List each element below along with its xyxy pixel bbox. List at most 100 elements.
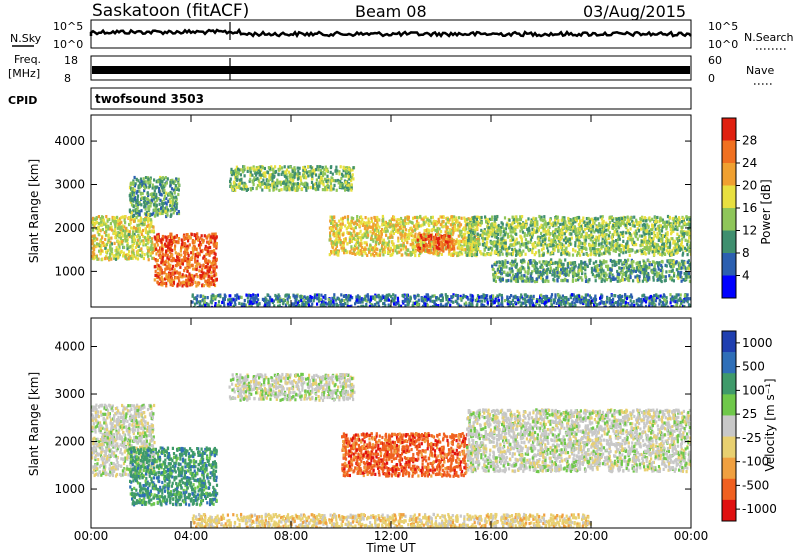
power-cell xyxy=(521,222,525,226)
power-cell xyxy=(557,249,560,253)
power-cell xyxy=(362,223,365,227)
power-cell xyxy=(449,232,452,236)
power-cell xyxy=(512,227,515,231)
power-cell xyxy=(234,188,237,192)
power-cell xyxy=(133,225,136,229)
power-cell xyxy=(405,247,408,251)
power-cell xyxy=(92,216,95,220)
power-cell xyxy=(399,233,403,237)
power-cell xyxy=(532,246,535,250)
power-cell xyxy=(138,185,141,190)
power-cell xyxy=(635,218,638,222)
power-cell xyxy=(373,249,376,253)
power-cell xyxy=(581,242,584,246)
power-cell xyxy=(656,243,659,247)
power-cell xyxy=(207,282,210,286)
power-cell xyxy=(504,232,507,236)
power-cell xyxy=(158,208,161,212)
power-cell xyxy=(488,217,491,221)
nsky-tick-bottom: 10^0 xyxy=(53,38,83,51)
power-cell xyxy=(437,253,440,257)
power-cell xyxy=(559,222,562,226)
power-cell xyxy=(373,230,376,235)
power-cell xyxy=(374,245,377,249)
power-cell xyxy=(303,184,306,189)
power-cell xyxy=(508,273,511,277)
power-cell xyxy=(132,193,135,197)
power-cell xyxy=(515,253,518,257)
power-cell xyxy=(380,235,383,239)
power-cell xyxy=(118,246,121,250)
power-cell xyxy=(395,228,398,232)
power-cell xyxy=(434,240,437,244)
power-cell xyxy=(357,247,360,251)
power-cell xyxy=(137,248,140,253)
power-cell xyxy=(361,217,364,222)
power-cell xyxy=(535,229,538,233)
nsky-line xyxy=(89,27,692,39)
power-cell xyxy=(111,215,114,220)
power-cell xyxy=(127,233,130,237)
power-cell xyxy=(238,168,241,172)
power-cell xyxy=(558,243,561,247)
power-cell xyxy=(444,240,447,244)
power-cell xyxy=(230,170,233,174)
power-cell xyxy=(578,227,581,232)
power-cell xyxy=(138,189,141,193)
power-cell xyxy=(572,221,575,225)
power-cell xyxy=(677,221,680,225)
power-cell xyxy=(303,167,307,171)
power-cell xyxy=(374,243,377,247)
power-cell xyxy=(151,256,154,260)
power-cell xyxy=(166,208,170,212)
power-cell xyxy=(331,220,335,225)
power-cell xyxy=(600,279,603,283)
power-cell xyxy=(684,238,687,242)
power-cell xyxy=(326,184,329,188)
power-cell xyxy=(671,227,674,231)
power-cell xyxy=(210,270,213,275)
power-cell xyxy=(495,231,498,235)
power-cell xyxy=(496,245,499,249)
power-cell xyxy=(430,236,433,240)
power-cell xyxy=(463,219,467,223)
power-cell xyxy=(520,236,523,240)
power-cell xyxy=(135,198,138,202)
power-cell xyxy=(417,245,420,249)
power-cell xyxy=(527,247,530,251)
power-cell xyxy=(546,246,549,250)
power-cell xyxy=(577,230,580,234)
power-cell xyxy=(178,271,181,275)
power-cell xyxy=(235,185,238,189)
power-cell xyxy=(125,235,128,239)
power-cell xyxy=(319,168,322,173)
power-cell xyxy=(154,207,157,211)
power-cell xyxy=(388,225,391,229)
power-cell xyxy=(171,204,174,208)
power-cell xyxy=(367,233,370,237)
power-cell xyxy=(384,228,387,232)
power-cell xyxy=(199,236,202,240)
power-cell xyxy=(143,223,146,227)
power-cell xyxy=(495,240,498,244)
power-cell xyxy=(433,245,436,249)
power-cell xyxy=(360,242,363,246)
power-cell xyxy=(409,250,412,254)
power-cell xyxy=(130,235,133,239)
power-cell xyxy=(681,237,684,241)
power-cell xyxy=(91,250,94,254)
power-cell xyxy=(439,215,442,219)
power-cell xyxy=(611,226,614,230)
power-cell xyxy=(93,244,96,248)
power-cell xyxy=(97,221,101,226)
power-cell xyxy=(166,256,169,260)
power-cell xyxy=(658,229,661,233)
power-cell xyxy=(554,232,557,236)
power-cell xyxy=(390,230,393,234)
power-cell xyxy=(112,254,115,258)
power-cell xyxy=(420,236,423,240)
power-cell xyxy=(167,249,170,253)
power-cell xyxy=(368,245,371,249)
power-cell xyxy=(670,269,673,273)
power-cell xyxy=(600,272,603,276)
